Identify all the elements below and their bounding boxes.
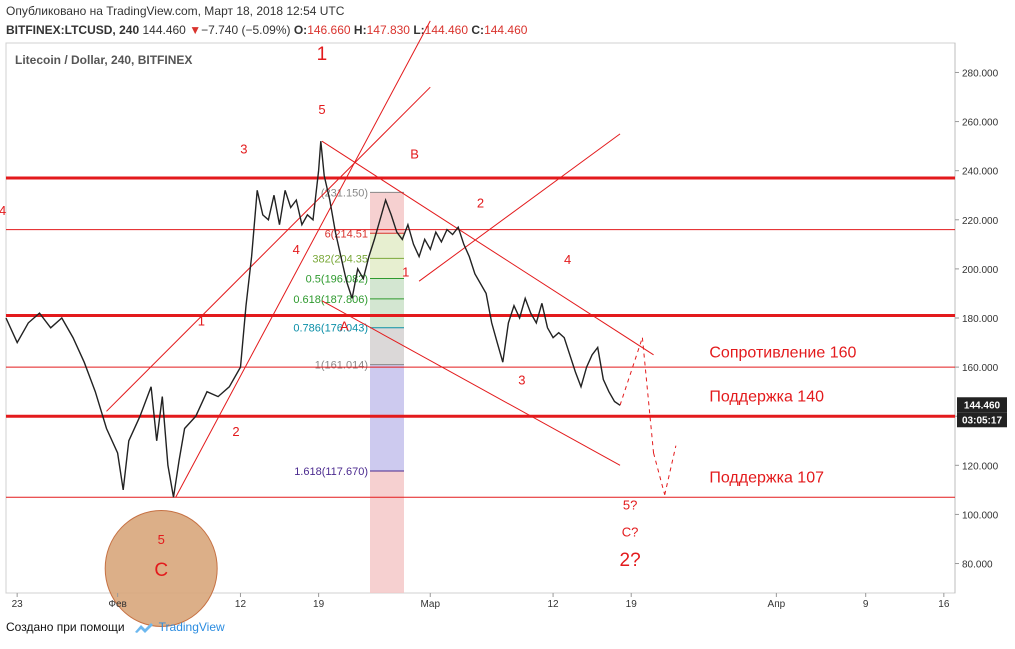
price-line xyxy=(5,141,621,498)
open-label: O: xyxy=(293,23,308,37)
wave-label: 2 xyxy=(232,424,239,439)
y-tick-label: 200.000 xyxy=(962,265,999,276)
x-tick-label: 19 xyxy=(626,599,638,610)
fib-zone-grey xyxy=(370,327,404,365)
level-label: Сопротивление 160 xyxy=(709,344,856,361)
fib-level-label: 1(161.014) xyxy=(315,360,368,372)
wave-label: 5 xyxy=(158,532,165,547)
y-tick-label: 280.000 xyxy=(962,68,999,79)
symbol-line: BITFINEX:LTCUSD, 240 144.460 ▼−7.740 (−5… xyxy=(6,21,527,40)
fib-zone-yellow xyxy=(370,233,404,279)
y-tick-label: 100.000 xyxy=(962,510,999,521)
countdown-bg xyxy=(957,412,1007,428)
chart-title: Litecoin / Dollar, 240, BITFINEX xyxy=(15,53,192,67)
high-label: H: xyxy=(353,23,367,37)
trend-line xyxy=(321,140,654,356)
y-tick-label: 80.000 xyxy=(962,560,993,571)
fib-zone-green xyxy=(370,278,404,328)
countdown-label: 03:05:17 xyxy=(962,415,1002,426)
price-tag-bg xyxy=(957,397,1007,413)
fibonacci-retracement: (231.150)6(214.51382(204.350.5(196.082)0… xyxy=(293,187,404,593)
wave-label: 1 xyxy=(198,313,205,328)
chart-header: Опубликовано на TradingView.com, Март 18… xyxy=(6,2,527,40)
tradingview-link[interactable]: TradingView xyxy=(133,620,225,634)
x-tick-label: Апр xyxy=(768,599,786,610)
projection-line xyxy=(641,337,655,454)
y-tick-label: 180.000 xyxy=(962,314,999,325)
time-axis: 23 Фев 12 19 Мар 12 19 Апр 9 16 xyxy=(12,593,950,610)
trend-line xyxy=(106,86,431,412)
wave-c-circle xyxy=(104,509,218,627)
horizontal-levels xyxy=(6,176,955,498)
wave-label: 4 xyxy=(293,242,300,257)
wave-label: A xyxy=(340,318,349,333)
high-value: 147.830 xyxy=(366,23,410,37)
low-label: L: xyxy=(413,23,425,37)
fib-level-label: (231.150) xyxy=(321,187,368,199)
wave-label: C xyxy=(154,560,168,581)
wave-c-highlight xyxy=(104,509,218,627)
trend-line xyxy=(175,20,431,498)
x-tick-label: 23 xyxy=(12,599,24,610)
wave-label: 1 xyxy=(402,264,409,279)
x-tick-label: 16 xyxy=(938,599,950,610)
y-tick-label: 220.000 xyxy=(962,216,999,227)
open-value: 146.660 xyxy=(307,23,351,37)
fib-level-label: 0.5(196.082) xyxy=(306,274,368,286)
wave-label: 2? xyxy=(620,550,641,571)
x-tick-label: 12 xyxy=(548,599,560,610)
close-value: 144.460 xyxy=(484,23,528,37)
projection-line xyxy=(653,452,666,495)
x-tick-label: Фев xyxy=(108,599,126,610)
fib-level-label: 0.618(187.806) xyxy=(293,294,368,306)
wave-label: 4 xyxy=(0,203,6,218)
y-tick-label: 120.000 xyxy=(962,461,999,472)
low-value: 144.460 xyxy=(424,23,469,37)
trend-lines xyxy=(106,20,677,498)
price-tag: 144.460 xyxy=(964,400,1001,411)
projection-line xyxy=(664,445,677,495)
wave-label: 3 xyxy=(240,141,247,156)
price-series xyxy=(5,141,621,498)
x-tick-label: 9 xyxy=(863,599,869,610)
wave-label: 4 xyxy=(564,252,571,267)
wave-labels: 1 5 3 B 2 4 1 4 1 A 3 2 5 C 5? C? 2? 4 xyxy=(0,44,641,581)
footer: Создано при помощи TradingView xyxy=(6,620,225,634)
wave-label: C? xyxy=(622,525,639,540)
fib-level-label: 1.618(117.670) xyxy=(294,466,368,478)
wave-label: 5 xyxy=(318,102,325,117)
tradingview-cloud-icon xyxy=(134,623,153,633)
x-tick-label: Мар xyxy=(420,599,440,610)
wave-label: 3 xyxy=(518,372,525,387)
y-tick-label: 160.000 xyxy=(962,363,999,374)
plot-border xyxy=(5,42,956,594)
tradingview-brand: TradingView xyxy=(158,620,225,634)
wave-label: 5? xyxy=(623,498,637,513)
down-arrow-icon: ▼ xyxy=(189,23,202,37)
wave-label: 1 xyxy=(317,44,328,65)
projection-line xyxy=(619,337,643,406)
trend-line xyxy=(321,300,621,466)
wave-label: B xyxy=(410,146,419,161)
fib-zone-blue xyxy=(370,364,404,472)
price-change: −7.740 (−5.09%) xyxy=(201,23,291,37)
x-tick-label: 19 xyxy=(313,599,325,610)
wave-label: 2 xyxy=(477,196,484,211)
level-labels: Сопротивление 160 Поддержка 140 Поддержка … xyxy=(709,344,856,486)
y-tick-label: 260.000 xyxy=(962,118,999,129)
trend-line xyxy=(418,133,621,282)
created-with-text: Создано при помощи xyxy=(6,620,125,634)
price-axis: 280.000 260.000 240.000 220.000 200.000 180.0… xyxy=(955,68,1007,571)
x-tick-label: 12 xyxy=(235,599,247,610)
level-label: Поддержка 140 xyxy=(709,388,824,405)
fib-level-label: 382(204.35 xyxy=(312,253,368,265)
fib-level-label: 0.786(176.043) xyxy=(293,323,368,335)
published-line: Опубликовано на TradingView.com, Март 18… xyxy=(6,4,345,18)
y-tick-label: 240.000 xyxy=(962,167,999,178)
close-label: C: xyxy=(471,23,485,37)
symbol: BITFINEX:LTCUSD, 240 xyxy=(6,23,140,37)
level-label: Поддержка 107 xyxy=(709,470,824,487)
last-price: 144.460 xyxy=(142,23,186,37)
